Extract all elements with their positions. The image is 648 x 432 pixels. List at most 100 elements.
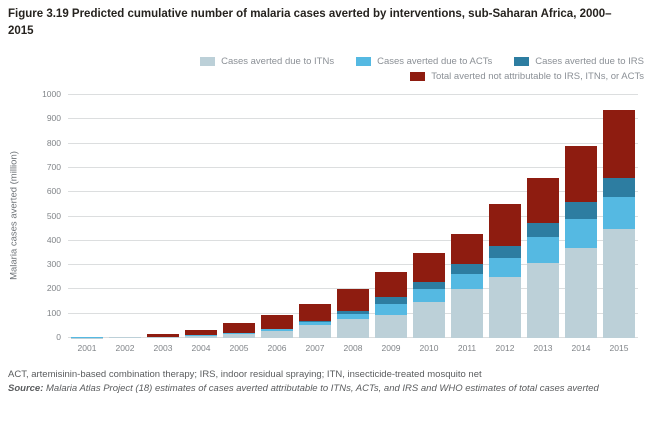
x-tick-label-2009: 2009 — [381, 343, 401, 353]
bar-2011 — [451, 233, 483, 338]
bar-2010 — [413, 252, 445, 338]
bar-segment-2012 — [489, 204, 521, 246]
y-tick-label: 900 — [46, 113, 61, 124]
footnote-abbreviations: ACT, artemisinin-based combination thera… — [8, 369, 482, 380]
figure-footnotes: ACT, artemisinin-based combination thera… — [8, 368, 640, 397]
bar-segment-2007 — [299, 321, 331, 325]
legend-row-1: Cases averted due to ITNs Cases averted d… — [200, 56, 644, 67]
legend-swatch-icon — [410, 72, 426, 81]
gridline-800: 800 — [47, 138, 638, 148]
bar-segment-2008 — [337, 314, 369, 319]
bar-column-2004: 2004 — [182, 95, 220, 353]
x-tick-label-2015: 2015 — [609, 343, 629, 353]
figure-title: Figure 3.19 Predicted cumulative number … — [8, 8, 612, 37]
bar-2008 — [337, 289, 369, 338]
bar-segment-2004 — [185, 335, 217, 337]
bar-segment-2015 — [603, 109, 635, 178]
gridline-900: 900 — [47, 113, 638, 123]
bar-segment-2008 — [337, 289, 369, 312]
bar-column-2010: 2010 — [410, 95, 448, 353]
bar-segment-2007 — [299, 304, 331, 321]
legend-item-2-0: Total averted not attributable to IRS, I… — [410, 71, 644, 82]
bar-column-2006: 2006 — [258, 95, 296, 353]
chart-legend: Cases averted due to ITNs Cases averted d… — [200, 56, 644, 82]
x-tick-label-2003: 2003 — [153, 343, 173, 353]
x-tick-label-2007: 2007 — [305, 343, 325, 353]
y-tick-label: 300 — [46, 259, 61, 270]
bar-segment-2005 — [223, 333, 255, 335]
y-tick-label: 0 — [56, 332, 61, 342]
gridline-700: 700 — [47, 162, 638, 172]
y-tick-label: 800 — [46, 137, 61, 148]
bar-2006 — [261, 314, 293, 338]
source-text: Malaria Atlas Project (18) estimates of … — [43, 383, 599, 395]
legend-label: Total averted not attributable to IRS, I… — [431, 71, 644, 82]
x-tick-label-2012: 2012 — [495, 343, 515, 353]
bar-column-2002: 2002 — [106, 95, 144, 353]
bar-2015 — [603, 109, 635, 338]
bar-column-2005: 2005 — [220, 95, 258, 353]
bar-segment-2014 — [565, 218, 597, 249]
bar-segment-2003 — [147, 337, 179, 338]
bar-segment-2007 — [299, 320, 331, 322]
gridline-400: 400 — [47, 235, 638, 245]
x-tick-label-2001: 2001 — [77, 343, 97, 353]
gridline-1000: 1000 — [42, 89, 638, 99]
bar-2012 — [489, 204, 521, 338]
bar-segment-2009 — [375, 304, 407, 315]
bar-segment-2013 — [527, 177, 559, 224]
x-tick-label-2008: 2008 — [343, 343, 363, 353]
bar-segment-2002 — [109, 337, 141, 338]
bar-segment-2011 — [451, 289, 483, 338]
bar-segment-2015 — [603, 197, 635, 229]
bar-column-2015: 2015 — [600, 95, 638, 353]
footnote-source: Source: Malaria Atlas Project (18) estim… — [8, 382, 640, 396]
bar-2014 — [565, 146, 597, 338]
legend-label: Cases averted due to IRS — [535, 56, 644, 67]
source-label: Source: — [8, 383, 44, 395]
bar-segment-2005 — [223, 334, 255, 338]
bar-segment-2006 — [261, 328, 293, 332]
bar-2001 — [71, 337, 103, 338]
legend-item-1-0: Cases averted due to ITNs — [200, 56, 334, 67]
bar-segment-2008 — [337, 311, 369, 315]
x-tick-label-2011: 2011 — [457, 343, 477, 353]
bar-column-2007: 2007 — [296, 95, 334, 353]
bar-segment-2013 — [527, 237, 559, 263]
bar-segment-2004 — [185, 329, 217, 336]
bar-2004 — [185, 329, 217, 338]
bar-segment-2003 — [147, 334, 179, 337]
bar-2013 — [527, 177, 559, 338]
bar-segment-2012 — [489, 277, 521, 338]
bar-segment-2009 — [375, 296, 407, 304]
bar-segment-2010 — [413, 301, 445, 338]
bar-segment-2007 — [299, 324, 331, 338]
bar-segment-2005 — [223, 323, 255, 334]
bar-column-2001: 2001 — [68, 95, 106, 353]
legend-label: Cases averted due to ACTs — [377, 56, 493, 67]
bar-segment-2010 — [413, 289, 445, 302]
gridline-200: 200 — [47, 283, 638, 293]
legend-item-1-2: Cases averted due to IRS — [514, 56, 644, 67]
bar-column-2003: 2003 — [144, 95, 182, 353]
bar-2007 — [299, 304, 331, 338]
bar-2005 — [223, 323, 255, 338]
bar-column-2008: 2008 — [334, 95, 372, 353]
legend-item-1-1: Cases averted due to ACTs — [356, 56, 492, 67]
bar-segment-2011 — [451, 273, 483, 290]
bar-segment-2014 — [565, 248, 597, 338]
gridline-500: 500 — [47, 211, 638, 221]
legend-label: Cases averted due to ITNs — [221, 56, 335, 67]
y-tick-label: 600 — [46, 186, 61, 197]
bar-segment-2012 — [489, 257, 521, 278]
bar-segment-2006 — [261, 314, 293, 329]
bar-2009 — [375, 272, 407, 338]
bar-segment-2010 — [413, 252, 445, 282]
x-tick-label-2006: 2006 — [267, 343, 287, 353]
y-tick-label: 200 — [46, 283, 61, 294]
gridline-600: 600 — [47, 186, 638, 196]
bar-segment-2014 — [565, 202, 597, 219]
bar-column-2011: 2011 — [448, 95, 486, 353]
y-tick-label: 1000 — [42, 89, 61, 99]
y-tick-label: 100 — [46, 307, 61, 318]
